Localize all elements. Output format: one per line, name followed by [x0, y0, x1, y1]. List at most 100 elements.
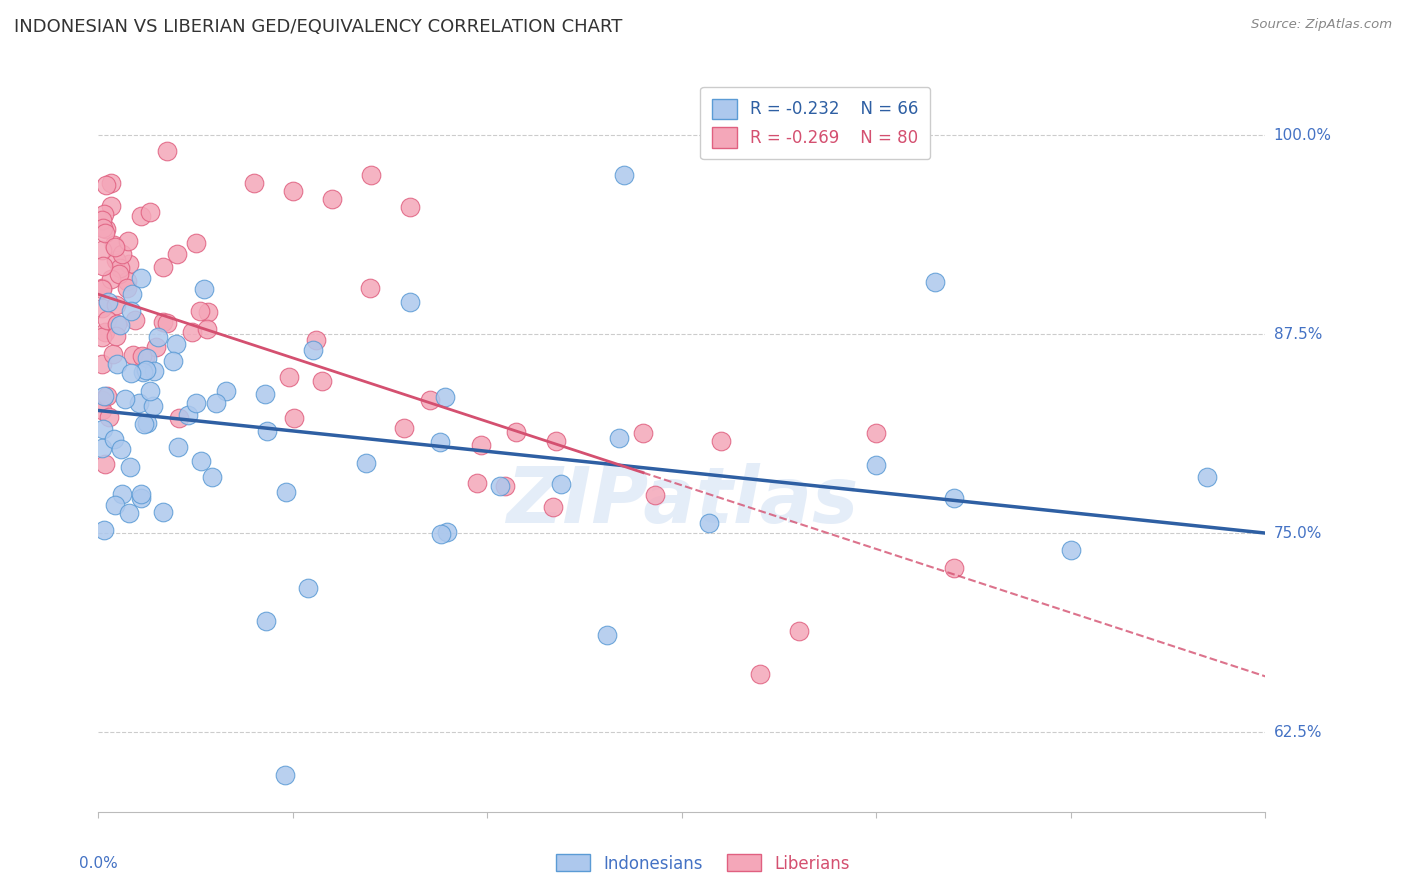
Point [274, 484, 297, 499]
Point [165, 337, 187, 351]
Point [205, 396, 228, 410]
Point [467, 475, 489, 490]
Point [131, 349, 153, 363]
Point [104, 498, 127, 512]
Point [129, 209, 152, 223]
Point [121, 287, 143, 301]
Point [156, 316, 179, 330]
Point [110, 318, 132, 332]
Point [613, 168, 636, 182]
Point [91, 301, 114, 316]
Point [710, 434, 733, 448]
Point [550, 477, 572, 491]
Point [429, 434, 451, 449]
Point [108, 267, 131, 281]
Point [697, 516, 720, 530]
Point [120, 304, 142, 318]
Point [184, 395, 207, 409]
Point [943, 561, 966, 575]
Point [105, 317, 128, 331]
Point [359, 280, 381, 294]
Point [129, 270, 152, 285]
Point [184, 236, 207, 251]
Point [596, 628, 619, 642]
Point [505, 425, 527, 439]
Point [91, 422, 114, 436]
Point [541, 500, 564, 515]
Point [943, 491, 966, 505]
Point [494, 479, 516, 493]
Point [215, 384, 238, 399]
Point [91, 393, 114, 408]
Point [129, 491, 152, 505]
Point [124, 312, 146, 326]
Point [181, 326, 204, 340]
Point [631, 425, 654, 440]
Point [105, 357, 128, 371]
Point [865, 426, 887, 441]
Point [145, 340, 167, 354]
Point [111, 247, 134, 261]
Point [91, 259, 114, 273]
Point [91, 243, 114, 257]
Point [136, 416, 159, 430]
Point [100, 272, 122, 286]
Point [193, 282, 215, 296]
Text: ZIPatlas: ZIPatlas [506, 463, 858, 539]
Point [103, 347, 125, 361]
Legend: Indonesians, Liberians: Indonesians, Liberians [550, 847, 856, 880]
Point [96, 178, 118, 192]
Point [104, 240, 127, 254]
Point [430, 526, 453, 541]
Point [100, 199, 122, 213]
Point [190, 453, 212, 467]
Point [311, 374, 333, 388]
Point [136, 351, 159, 365]
Point [94, 227, 117, 241]
Point [93, 457, 115, 471]
Point [131, 487, 153, 501]
Point [166, 246, 188, 260]
Text: Source: ZipAtlas.com: Source: ZipAtlas.com [1251, 18, 1392, 31]
Point [167, 410, 190, 425]
Point [122, 348, 145, 362]
Point [197, 321, 219, 335]
Text: 0.0%: 0.0% [79, 856, 118, 871]
Point [114, 392, 136, 406]
Point [167, 440, 190, 454]
Point [135, 363, 157, 377]
Point [188, 303, 211, 318]
Point [398, 200, 420, 214]
Point [302, 343, 325, 358]
Point [98, 410, 121, 425]
Point [546, 434, 568, 448]
Point [305, 333, 328, 347]
Point [297, 581, 319, 595]
Point [96, 388, 118, 402]
Point [434, 390, 457, 404]
Point [152, 505, 174, 519]
Point [131, 365, 153, 379]
Point [470, 438, 492, 452]
Point [91, 441, 114, 455]
Point [118, 506, 141, 520]
Point [1195, 470, 1218, 484]
Point [360, 168, 382, 182]
Point [139, 204, 162, 219]
Point [394, 421, 416, 435]
Point [103, 238, 125, 252]
Text: INDONESIAN VS LIBERIAN GED/EQUIVALENCY CORRELATION CHART: INDONESIAN VS LIBERIAN GED/EQUIVALENCY C… [14, 18, 623, 36]
Point [118, 257, 141, 271]
Point [91, 330, 114, 344]
Point [283, 411, 305, 425]
Point [103, 432, 125, 446]
Point [162, 354, 184, 368]
Point [607, 431, 630, 445]
Point [254, 614, 277, 628]
Point [104, 253, 127, 268]
Point [254, 386, 277, 401]
Point [398, 295, 420, 310]
Point [134, 351, 156, 365]
Point [787, 624, 810, 638]
Point [436, 524, 458, 539]
